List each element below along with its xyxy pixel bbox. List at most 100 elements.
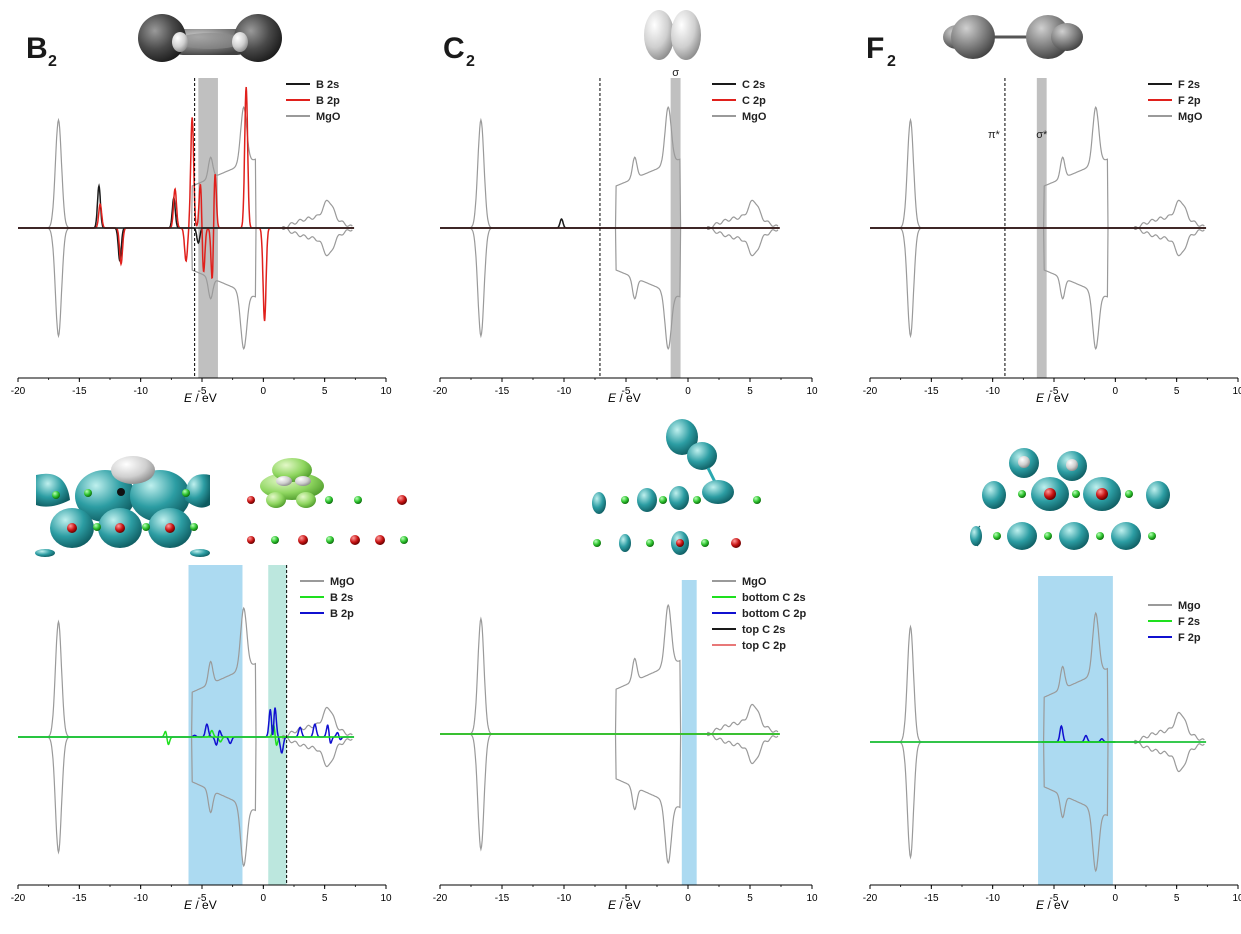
x-tick-label-f2-bottom-0: -20 (863, 893, 878, 904)
legend-label-c2-top-2: MgO (742, 111, 767, 123)
legend-label-b2-top-1: B 2p (316, 95, 340, 107)
legend-f2-top: F 2s F 2p MgO (1148, 79, 1203, 123)
band-b2-bottom-0 (188, 565, 243, 885)
annotation-c2-top-0: σ (672, 67, 679, 79)
x-tick-label-f2-bottom-3: -5 (1050, 893, 1059, 904)
x-axis-label-unit-b2-bottom: / eV (192, 898, 217, 912)
x-tick-label-c2-bottom-6: 10 (806, 893, 818, 904)
panel-label-c2: C 2 (443, 32, 475, 70)
series-f2-bottom-mgo-up (870, 611, 1205, 743)
legend-label-b2-bottom-1: B 2s (330, 592, 353, 604)
panel-label-c2-sub: 2 (466, 53, 475, 70)
legend-b2-bottom: MgO B 2s B 2p (300, 576, 355, 620)
legend-label-c2-bottom-2: bottom C 2p (742, 608, 806, 620)
panel-label-b2-sub: 2 (48, 53, 57, 70)
legend-label-f2-bottom-0: Mgo (1178, 600, 1201, 612)
x-axis-label-unit-c2-bottom: / eV (616, 898, 641, 912)
x-tick-label-b2-top-2: -10 (133, 386, 148, 397)
x-axis-label-unit-b2-top: / eV (192, 391, 217, 405)
x-tick-label-c2-top-2: -10 (557, 386, 572, 397)
panel-label-b2-base: B (26, 32, 48, 65)
series-b2-top-1 (18, 86, 354, 322)
x-tick-label-c2-top-1: -15 (495, 386, 510, 397)
x-axis-label-b2-bottom: E / eV (184, 898, 217, 912)
x-tick-label-c2-bottom-4: 0 (685, 893, 691, 904)
x-axis-label-var-c2-top: E (608, 391, 617, 405)
x-tick-label-f2-top-6: 10 (1232, 386, 1241, 397)
legend-label-c2-bottom-4: top C 2p (742, 640, 786, 652)
x-tick-label-b2-top-1: -15 (72, 386, 87, 397)
x-tick-label-f2-top-5: 5 (1174, 386, 1180, 397)
series-c2-top-mgo-up (440, 106, 779, 229)
series-b2-bottom-1 (18, 707, 354, 754)
x-tick-label-c2-bottom-3: -5 (622, 893, 631, 904)
x-axis-label-c2-bottom: E / eV (608, 898, 641, 912)
x-tick-label-f2-bottom-6: 10 (1232, 893, 1241, 904)
legend-label-b2-bottom-0: MgO (330, 576, 355, 588)
charts-layer: -20 -15 -10 -5 0 5 10 E / eV B 2s B 2p MgO σ -20 -15 -… (11, 67, 1241, 912)
legend-label-b2-top-2: MgO (316, 111, 341, 123)
x-axis-label-c2-top: E / eV (608, 391, 641, 405)
panel-label-f2-base: F (866, 32, 884, 65)
legend-c2-bottom: MgO bottom C 2s bottom C 2p top C 2s top C 2… (712, 576, 806, 652)
series-c2-bottom-mgo-up (440, 603, 779, 735)
series-f2-bottom-mgo-down (870, 741, 1205, 873)
chart-c2-top: σ -20 -15 -10 -5 0 5 10 E / eV C 2s C 2p MgO (433, 67, 818, 405)
x-tick-label-b2-top-6: 10 (380, 386, 392, 397)
x-tick-label-f2-top-1: -15 (924, 386, 939, 397)
x-axis-label-var-b2-bottom: E (184, 898, 193, 912)
series-b2-top-mgo-up (18, 105, 353, 229)
x-tick-label-f2-top-0: -20 (863, 386, 878, 397)
x-tick-label-c2-top-5: 5 (747, 386, 753, 397)
x-axis-label-unit-f2-top: / eV (1044, 391, 1069, 405)
x-axis-label-var-b2-top: E (184, 391, 193, 405)
legend-label-f2-top-1: F 2p (1178, 95, 1201, 107)
annotation-f2-top-1: σ* (1036, 129, 1048, 141)
series-c2-bottom-mgo-down (440, 733, 779, 865)
x-tick-label-f2-top-2: -10 (985, 386, 1000, 397)
x-axis-label-var-c2-bottom: E (608, 898, 617, 912)
isosurface-b2-left (35, 456, 210, 557)
x-tick-label-b2-bottom-0: -20 (11, 893, 26, 904)
series-f2-bottom-1 (870, 724, 1206, 743)
x-tick-label-c2-bottom-5: 5 (747, 893, 753, 904)
legend-f2-bottom: Mgo F 2s F 2p (1148, 600, 1201, 644)
chart-b2-bottom: -20 -15 -10 -5 0 5 10 E / eV MgO B 2s B 2p (11, 565, 392, 912)
x-axis-label-var-f2-bottom: E (1036, 898, 1045, 912)
x-tick-label-b2-top-3: -5 (198, 386, 207, 397)
x-tick-label-b2-bottom-4: 0 (261, 893, 267, 904)
legend-c2-top: C 2s C 2p MgO (712, 79, 767, 123)
molecule-f2-icon (943, 15, 1083, 59)
x-axis-label-b2-top: E / eV (184, 391, 217, 405)
series-b2-top-0 (18, 183, 354, 263)
legend-label-c2-bottom-1: bottom C 2s (742, 592, 806, 604)
legend-label-f2-bottom-1: F 2s (1178, 616, 1200, 628)
x-tick-label-b2-top-4: 0 (261, 386, 267, 397)
isosurface-f2-icon (970, 448, 1170, 550)
x-tick-label-c2-bottom-1: -15 (495, 893, 510, 904)
legend-label-b2-bottom-2: B 2p (330, 608, 354, 620)
legend-label-c2-top-1: C 2p (742, 95, 766, 107)
x-tick-label-c2-top-3: -5 (622, 386, 631, 397)
x-axis-label-unit-c2-top: / eV (616, 391, 641, 405)
isosurface-c2-icon (592, 419, 761, 555)
molecule-b2-icon (138, 14, 282, 62)
x-tick-label-c2-top-0: -20 (433, 386, 448, 397)
x-tick-label-b2-bottom-1: -15 (72, 893, 87, 904)
panel-label-f2: F 2 (866, 32, 896, 70)
band-f2-bottom-0 (1038, 576, 1113, 885)
x-tick-label-b2-bottom-2: -10 (133, 893, 148, 904)
x-tick-label-c2-bottom-2: -10 (557, 893, 572, 904)
isosurface-b2-icon (35, 456, 408, 557)
x-axis-label-f2-top: E / eV (1036, 391, 1069, 405)
x-tick-label-b2-top-0: -20 (11, 386, 26, 397)
x-tick-label-b2-bottom-5: 5 (322, 893, 328, 904)
series-b2-bottom-mgo-up (18, 606, 353, 738)
x-tick-label-c2-bottom-0: -20 (433, 893, 448, 904)
x-tick-label-c2-top-4: 0 (685, 386, 691, 397)
x-tick-label-f2-top-3: -5 (1050, 386, 1059, 397)
chart-b2-top: -20 -15 -10 -5 0 5 10 E / eV B 2s B 2p MgO (11, 78, 392, 405)
legend-label-f2-bottom-2: F 2p (1178, 632, 1201, 644)
chart-f2-bottom: -20 -15 -10 -5 0 5 10 E / eV Mgo F 2s F 2p (863, 576, 1241, 912)
